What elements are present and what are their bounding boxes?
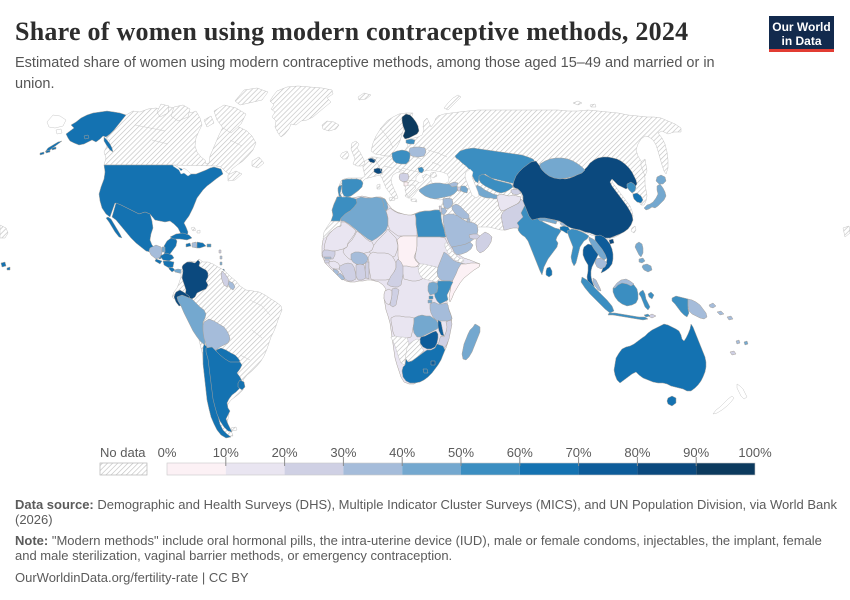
svg-text:0%: 0% — [158, 445, 177, 460]
svg-text:100%: 100% — [738, 445, 772, 460]
svg-text:50%: 50% — [448, 445, 474, 460]
svg-text:10%: 10% — [213, 445, 239, 460]
svg-text:80%: 80% — [624, 445, 650, 460]
svg-text:30%: 30% — [330, 445, 356, 460]
svg-text:40%: 40% — [389, 445, 415, 460]
svg-text:90%: 90% — [683, 445, 709, 460]
svg-text:60%: 60% — [507, 445, 533, 460]
svg-text:No data: No data — [100, 445, 146, 460]
svg-text:70%: 70% — [566, 445, 592, 460]
svg-text:20%: 20% — [272, 445, 298, 460]
